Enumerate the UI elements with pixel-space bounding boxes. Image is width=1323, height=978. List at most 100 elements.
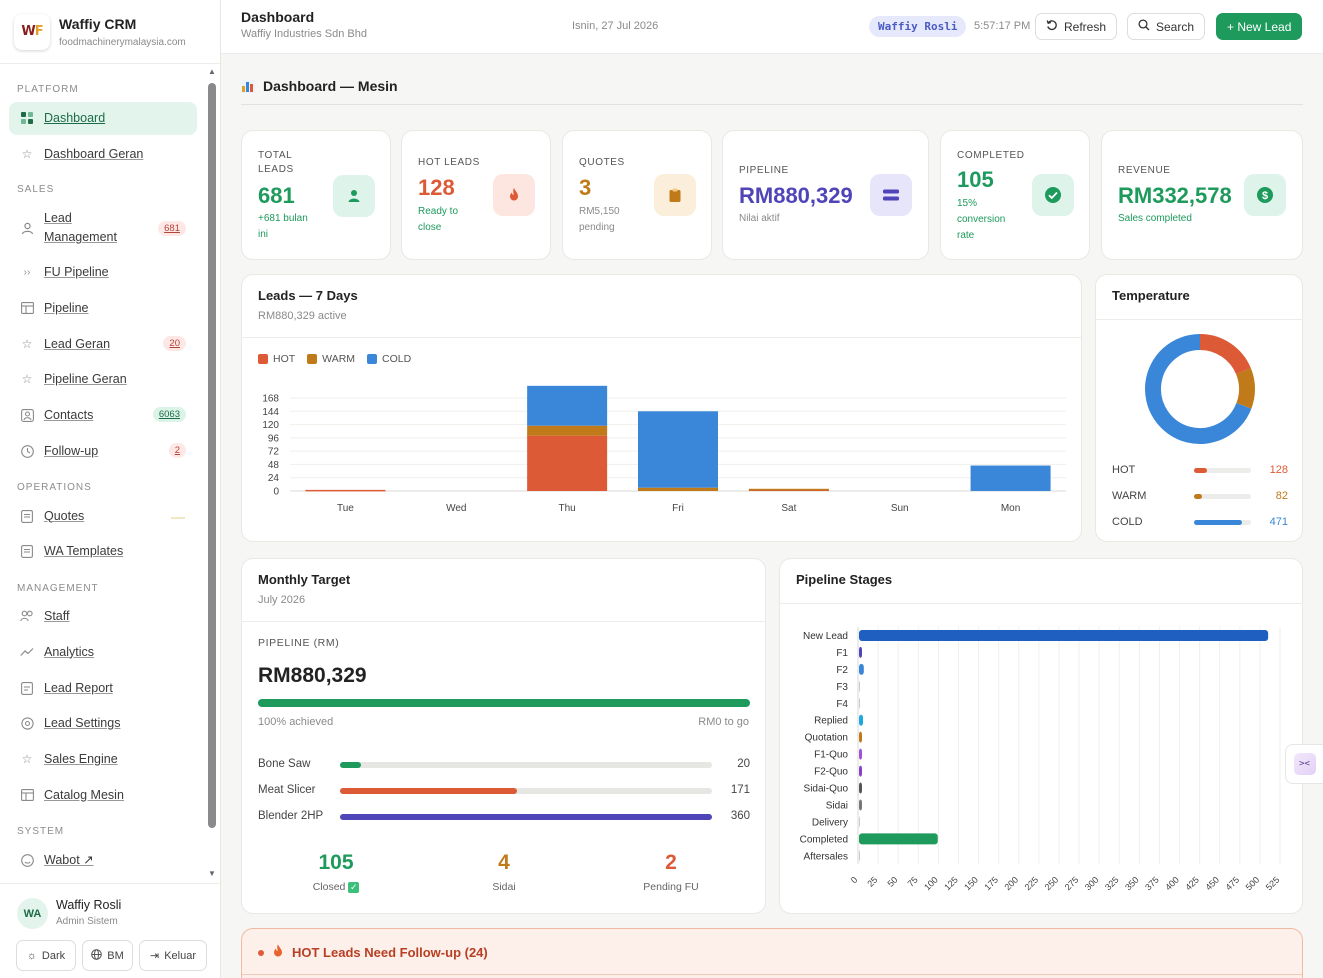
x-tick-label: Sun xyxy=(891,503,909,514)
x-tick-label: 175 xyxy=(982,875,1000,893)
x-tick-label: 275 xyxy=(1063,875,1081,893)
kpi-sub: Nilai aktif xyxy=(739,213,780,224)
new-lead-button[interactable]: + New Lead xyxy=(1216,13,1303,40)
floating-assistant-button[interactable]: >< xyxy=(1285,744,1323,784)
sidebar-item-label: WA Templates xyxy=(44,543,124,558)
sidebar-item-lead-settings[interactable]: Lead Settings xyxy=(9,713,197,733)
sidebar-item-lead-management[interactable]: Lead Management 681 xyxy=(9,208,197,248)
fire-icon xyxy=(493,174,535,216)
sidebar-item-lead-report[interactable]: Lead Report xyxy=(9,678,197,698)
sidebar-item-staff[interactable]: Staff xyxy=(9,606,197,626)
sidebar-item-follow-up[interactable]: Follow-up 2 xyxy=(9,441,197,461)
kpi-quotes[interactable]: QUOTES 3 RM5,150 pending xyxy=(562,130,712,260)
x-tick-label: 425 xyxy=(1183,875,1201,893)
sidebar-item-label: Lead Geran xyxy=(44,336,111,351)
sidebar-item-sales-engine[interactable]: ☆ Sales Engine xyxy=(9,749,197,769)
current-time: 5:57:17 PM xyxy=(974,20,1031,32)
company-name: Waffiy Industries Sdn Bhd xyxy=(241,28,367,40)
y-tick-label: 96 xyxy=(268,433,280,444)
legend-hot: HOT xyxy=(258,353,295,365)
y-tick-label: Delivery xyxy=(812,817,848,828)
temp-row-hot: HOT 128 xyxy=(1112,464,1288,476)
y-tick-label: 0 xyxy=(273,487,279,498)
card-title: Temperature xyxy=(1112,288,1190,303)
sidebar-item-label: Dashboard Geran xyxy=(44,146,144,161)
smile-icon xyxy=(20,853,34,867)
section-sales: SALES xyxy=(17,184,55,195)
sidebar-scrollbar[interactable]: ▲ ▼ xyxy=(207,67,217,880)
lead-count-badge: 681 xyxy=(158,221,186,236)
y-tick-label: F1 xyxy=(836,648,848,659)
kpi-pipeline[interactable]: PIPELINE RM880,329 Nilai aktif xyxy=(722,130,929,260)
pipeline-label: PIPELINE (RM) xyxy=(258,637,340,649)
stat-sidai: 4 Sidai xyxy=(492,851,516,893)
x-tick-label: Sat xyxy=(781,503,796,514)
sidebar-item-dashboard-geran[interactable]: ☆ Dashboard Geran xyxy=(9,144,197,164)
to-go-text: RM0 to go xyxy=(698,716,749,728)
stat-pending-fu: 2 Pending FU xyxy=(643,851,699,893)
dollar-icon: $ xyxy=(1244,174,1286,216)
current-date: Isnin, 27 Jul 2026 xyxy=(572,20,659,32)
sidebar-item-pipeline[interactable]: Pipeline xyxy=(9,298,197,318)
contact-icon xyxy=(20,408,34,422)
stat-closed: 105 Closed ✓ xyxy=(312,851,360,893)
x-tick-label: 150 xyxy=(962,875,980,893)
x-tick-label: Thu xyxy=(559,503,576,514)
bar-warm xyxy=(527,425,608,436)
sidebar-item-wabot[interactable]: Wabot ↗ xyxy=(9,850,197,870)
dark-mode-button[interactable]: ☼ Dark xyxy=(16,940,76,971)
pipeline-stages-card: Pipeline Stages 0 25 50 75 100 125 150 175 200 22… xyxy=(779,558,1303,914)
stage-bar xyxy=(859,680,860,692)
sidebar-item-quotes[interactable]: Quotes xyxy=(9,506,197,526)
y-tick-label: F3 xyxy=(836,682,848,693)
alert-title: HOT Leads Need Follow-up (24) xyxy=(258,944,488,961)
product-track xyxy=(340,788,712,794)
temperature-card: Temperature HOT 128 WARM 82 COLD 471 xyxy=(1095,274,1303,542)
language-button[interactable]: BM xyxy=(82,940,133,971)
sidebar-item-label: Pipeline xyxy=(44,300,89,315)
sidebar-item-analytics[interactable]: Analytics xyxy=(9,642,197,662)
sidebar-item-lead-geran[interactable]: ☆ Lead Geran 20 xyxy=(9,334,197,354)
y-tick-label: Replied xyxy=(814,716,848,727)
bar-chart-icon xyxy=(241,79,255,93)
card-title: Monthly Target xyxy=(258,572,351,587)
sidebar-item-pipeline-geran[interactable]: ☆ Pipeline Geran xyxy=(9,369,197,389)
sidebar-item-catalog-mesin[interactable]: Catalog Mesin xyxy=(9,785,197,805)
sidebar-item-contacts[interactable]: Contacts 6063 xyxy=(9,405,197,425)
scroll-up-arrow[interactable]: ▲ xyxy=(208,67,216,76)
stage-bar xyxy=(859,748,862,760)
sidebar-item-dashboard[interactable]: Dashboard xyxy=(9,102,197,135)
refresh-button[interactable]: Refresh xyxy=(1035,13,1118,40)
bar-cold xyxy=(638,411,718,488)
sidebar-item-label: Analytics xyxy=(44,644,95,659)
app-domain: foodmachinerymalaysia.com xyxy=(59,36,186,48)
settings-icon xyxy=(20,716,34,730)
temp-track xyxy=(1194,468,1251,473)
check-circle-icon xyxy=(1032,174,1074,216)
kpi-value: 105 xyxy=(957,167,994,192)
y-tick-label: New Lead xyxy=(803,631,848,642)
sidebar-item-label: FU Pipeline xyxy=(44,264,109,279)
x-tick-label: 225 xyxy=(1023,875,1041,893)
kpi-total-leads[interactable]: TOTAL LEADS 681 +681 bulan ini xyxy=(241,130,391,260)
stack-icon xyxy=(870,174,912,216)
sidebar-item-label: Catalog Mesin xyxy=(44,787,124,802)
kpi-revenue[interactable]: REVENUE RM332,578 Sales completed $ xyxy=(1101,130,1303,260)
legend-cold: COLD xyxy=(367,353,411,365)
divider xyxy=(242,621,765,622)
sun-icon: ☼ xyxy=(26,949,37,962)
stage-bar xyxy=(859,782,862,794)
section-platform: PLATFORM xyxy=(17,84,79,95)
sidebar-item-wa-templates[interactable]: WA Templates xyxy=(9,541,197,561)
x-tick-label: 525 xyxy=(1264,875,1282,893)
kpi-hot-leads[interactable]: HOT LEADS 128 Ready to close xyxy=(401,130,551,260)
kpi-completed[interactable]: COMPLETED 105 15% conversion rate xyxy=(940,130,1090,260)
person-icon xyxy=(20,221,34,235)
hot-leads-alert[interactable]: HOT Leads Need Follow-up (24) xyxy=(241,928,1303,978)
scrollbar-thumb[interactable] xyxy=(208,83,216,828)
search-button[interactable]: Search xyxy=(1127,13,1206,40)
scroll-down-arrow[interactable]: ▼ xyxy=(208,869,216,878)
sidebar-item-fu-pipeline[interactable]: ›› FU Pipeline xyxy=(9,262,197,282)
stage-bar xyxy=(859,697,860,709)
logout-button[interactable]: ⇥ Keluar xyxy=(139,940,207,971)
